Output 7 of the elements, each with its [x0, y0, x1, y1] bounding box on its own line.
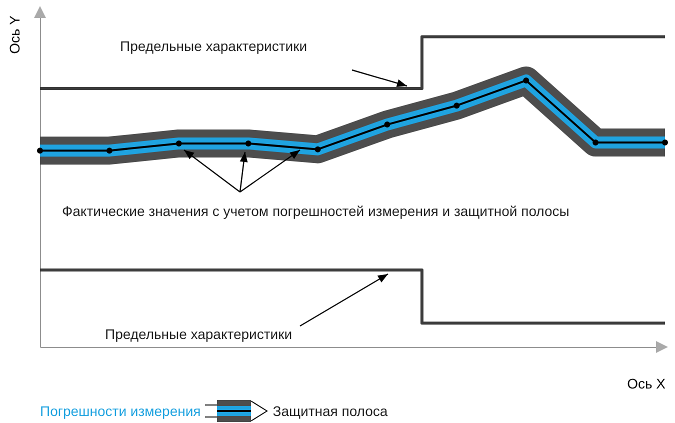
x-axis-title: Ось X — [627, 376, 666, 392]
annotation: Предельные характеристики — [120, 38, 308, 54]
y-axis-title: Ось Y — [6, 14, 22, 54]
legend-label: Защитная полоса — [272, 403, 388, 419]
annotation: Фактические значения с учетом погрешностей измерения и защитной полосы — [62, 203, 570, 219]
text: Погрешности измерения — [40, 403, 201, 419]
annotation: Предельные характеристики — [105, 326, 292, 342]
